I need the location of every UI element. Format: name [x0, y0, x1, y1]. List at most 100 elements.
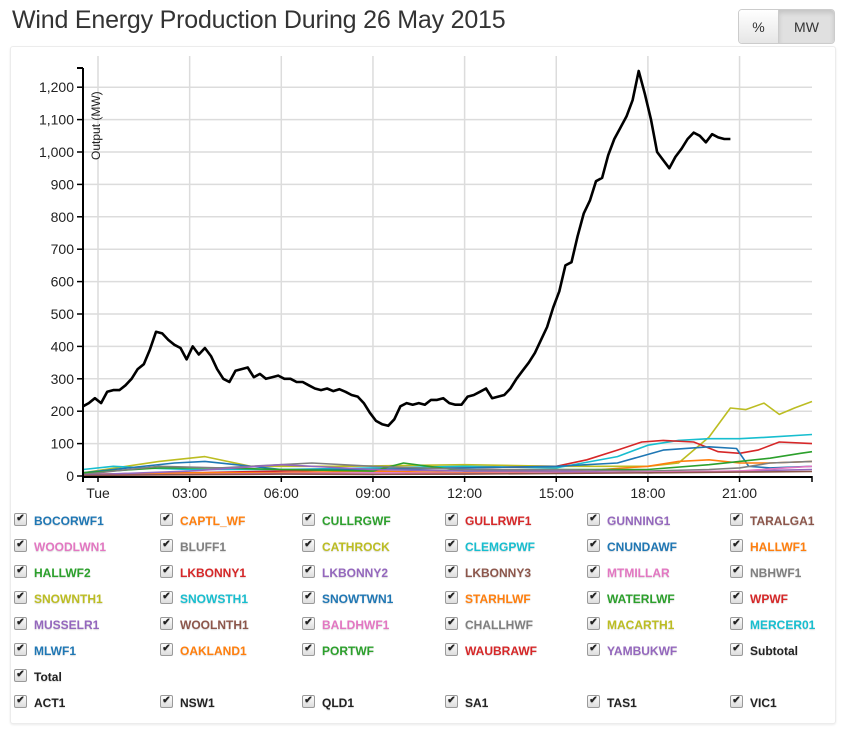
checkbox-checked-icon[interactable]: ✔ [587, 642, 600, 656]
legend-item-woolnth1[interactable]: ✔ WOOLNTH1 [160, 616, 249, 632]
legend-item-nbhwf1[interactable]: ✔ NBHWF1 [730, 564, 801, 580]
legend-item-act1[interactable]: ✔ ACT1 [14, 694, 65, 710]
legend-label: Subtotal [750, 644, 798, 658]
legend-item-bocorwf1[interactable]: ✔ BOCORWF1 [14, 512, 104, 528]
legend-label: TAS1 [607, 696, 637, 710]
checkbox-checked-icon[interactable]: ✔ [160, 564, 173, 578]
legend-item-gunning1[interactable]: ✔ GUNNING1 [587, 512, 670, 528]
checkbox-checked-icon[interactable]: ✔ [160, 590, 173, 604]
legend-item-cnundawf[interactable]: ✔ CNUNDAWF [587, 538, 677, 554]
checkbox-checked-icon[interactable]: ✔ [160, 642, 173, 656]
legend-item-snownth1[interactable]: ✔ SNOWNTH1 [14, 590, 103, 606]
legend-item-mtmillar[interactable]: ✔ MTMILLAR [587, 564, 670, 580]
legend-item-tas1[interactable]: ✔ TAS1 [587, 694, 637, 710]
checkbox-checked-icon[interactable]: ✔ [302, 694, 315, 708]
checkbox-checked-icon[interactable]: ✔ [730, 538, 743, 552]
checkbox-checked-icon[interactable]: ✔ [14, 694, 27, 708]
legend-item-taralga1[interactable]: ✔ TARALGA1 [730, 512, 814, 528]
legend-label: Total [34, 670, 62, 684]
legend-item-qld1[interactable]: ✔ QLD1 [302, 694, 355, 710]
checkbox-checked-icon[interactable]: ✔ [730, 590, 743, 604]
legend-item-mlwf1[interactable]: ✔ MLWF1 [14, 642, 76, 658]
legend-item-hallwf2[interactable]: ✔ HALLWF2 [14, 564, 91, 580]
y-tick-label: 700 [51, 241, 75, 257]
legend-label: CLEMGPWF [465, 540, 535, 554]
legend-item-clemgpwf[interactable]: ✔ CLEMGPWF [445, 538, 535, 554]
checkbox-checked-icon[interactable]: ✔ [14, 538, 27, 552]
series-line [82, 460, 813, 476]
legend-item-hallwf1[interactable]: ✔ HALLWF1 [730, 538, 807, 554]
legend-item-wpwf[interactable]: ✔ WPWF [730, 590, 788, 606]
checkbox-checked-icon[interactable]: ✔ [160, 694, 173, 708]
percent-button[interactable]: % [739, 10, 779, 43]
legend-item-bluff1[interactable]: ✔ BLUFF1 [160, 538, 226, 554]
checkbox-checked-icon[interactable]: ✔ [160, 512, 173, 526]
legend-item-vic1[interactable]: ✔ VIC1 [730, 694, 777, 710]
checkbox-checked-icon[interactable]: ✔ [302, 564, 315, 578]
checkbox-checked-icon[interactable]: ✔ [587, 564, 600, 578]
legend-item-nsw1[interactable]: ✔ NSW1 [160, 694, 215, 710]
checkbox-checked-icon[interactable]: ✔ [14, 512, 27, 526]
legend-item-challhwf[interactable]: ✔ CHALLHWF [445, 616, 533, 632]
y-tick-label: 300 [51, 371, 75, 387]
checkbox-checked-icon[interactable]: ✔ [302, 512, 315, 526]
checkbox-checked-icon[interactable]: ✔ [302, 590, 315, 604]
legend-item-lkbonny3[interactable]: ✔ LKBONNY3 [445, 564, 531, 580]
checkbox-checked-icon[interactable]: ✔ [302, 616, 315, 630]
legend-item-gullrwf1[interactable]: ✔ GULLRWF1 [445, 512, 531, 528]
legend-item-woodlwn1[interactable]: ✔ WOODLWN1 [14, 538, 106, 554]
legend-item-mercer01[interactable]: ✔ MERCER01 [730, 616, 815, 632]
checkbox-checked-icon[interactable]: ✔ [14, 668, 27, 682]
legend-item-cullrgwf[interactable]: ✔ CULLRGWF [302, 512, 391, 528]
checkbox-checked-icon[interactable]: ✔ [14, 616, 27, 630]
checkbox-checked-icon[interactable]: ✔ [445, 616, 458, 630]
legend-item-snowtwn1[interactable]: ✔ SNOWTWN1 [302, 590, 393, 606]
legend-label: QLD1 [322, 696, 355, 710]
checkbox-checked-icon[interactable]: ✔ [445, 694, 458, 708]
checkbox-checked-icon[interactable]: ✔ [730, 564, 743, 578]
checkbox-checked-icon[interactable]: ✔ [302, 538, 315, 552]
legend-item-musselr1[interactable]: ✔ MUSSELR1 [14, 616, 99, 632]
checkbox-checked-icon[interactable]: ✔ [730, 694, 743, 708]
checkbox-checked-icon[interactable]: ✔ [730, 616, 743, 630]
checkbox-checked-icon[interactable]: ✔ [730, 642, 743, 656]
legend-item-macarth1[interactable]: ✔ MACARTH1 [587, 616, 674, 632]
legend-item-lkbonny1[interactable]: ✔ LKBONNY1 [160, 564, 246, 580]
legend-item-cathrock[interactable]: ✔ CATHROCK [302, 538, 390, 554]
mw-button[interactable]: MW [779, 10, 834, 43]
checkbox-checked-icon[interactable]: ✔ [587, 590, 600, 604]
checkbox-checked-icon[interactable]: ✔ [587, 538, 600, 552]
checkbox-checked-icon[interactable]: ✔ [160, 538, 173, 552]
checkbox-checked-icon[interactable]: ✔ [302, 642, 315, 656]
checkbox-checked-icon[interactable]: ✔ [445, 512, 458, 526]
legend-item-sa1[interactable]: ✔ SA1 [445, 694, 488, 710]
legend-item-captl_wf[interactable]: ✔ CAPTL_WF [160, 512, 245, 528]
legend-item-portwf[interactable]: ✔ PORTWF [302, 642, 374, 658]
legend-item-yambukwf[interactable]: ✔ YAMBUKWF [587, 642, 677, 658]
checkbox-checked-icon[interactable]: ✔ [445, 642, 458, 656]
legend-label: BLUFF1 [180, 540, 226, 554]
checkbox-checked-icon[interactable]: ✔ [14, 642, 27, 656]
legend-item-oakland1[interactable]: ✔ OAKLAND1 [160, 642, 247, 658]
checkbox-checked-icon[interactable]: ✔ [730, 512, 743, 526]
legend-item-total[interactable]: ✔ Total [14, 668, 62, 684]
checkbox-checked-icon[interactable]: ✔ [445, 564, 458, 578]
legend-label: LKBONNY2 [322, 566, 389, 580]
checkbox-checked-icon[interactable]: ✔ [445, 590, 458, 604]
checkbox-checked-icon[interactable]: ✔ [587, 512, 600, 526]
legend-item-waterlwf[interactable]: ✔ WATERLWF [587, 590, 675, 606]
legend-item-snowsth1[interactable]: ✔ SNOWSTH1 [160, 590, 249, 606]
legend-item-lkbonny2[interactable]: ✔ LKBONNY2 [302, 564, 389, 580]
legend-item-baldhwf1[interactable]: ✔ BALDHWF1 [302, 616, 389, 632]
checkbox-checked-icon[interactable]: ✔ [587, 616, 600, 630]
legend-label: SNOWSTH1 [180, 592, 249, 606]
checkbox-checked-icon[interactable]: ✔ [160, 616, 173, 630]
checkbox-checked-icon[interactable]: ✔ [14, 590, 27, 604]
legend-item-starhlwf[interactable]: ✔ STARHLWF [445, 590, 531, 606]
gridlines [83, 56, 812, 476]
checkbox-checked-icon[interactable]: ✔ [14, 564, 27, 578]
checkbox-checked-icon[interactable]: ✔ [587, 694, 600, 708]
checkbox-checked-icon[interactable]: ✔ [445, 538, 458, 552]
legend-item-subtotal[interactable]: ✔ Subtotal [730, 642, 798, 658]
legend-item-waubrawf[interactable]: ✔ WAUBRAWF [445, 642, 537, 658]
